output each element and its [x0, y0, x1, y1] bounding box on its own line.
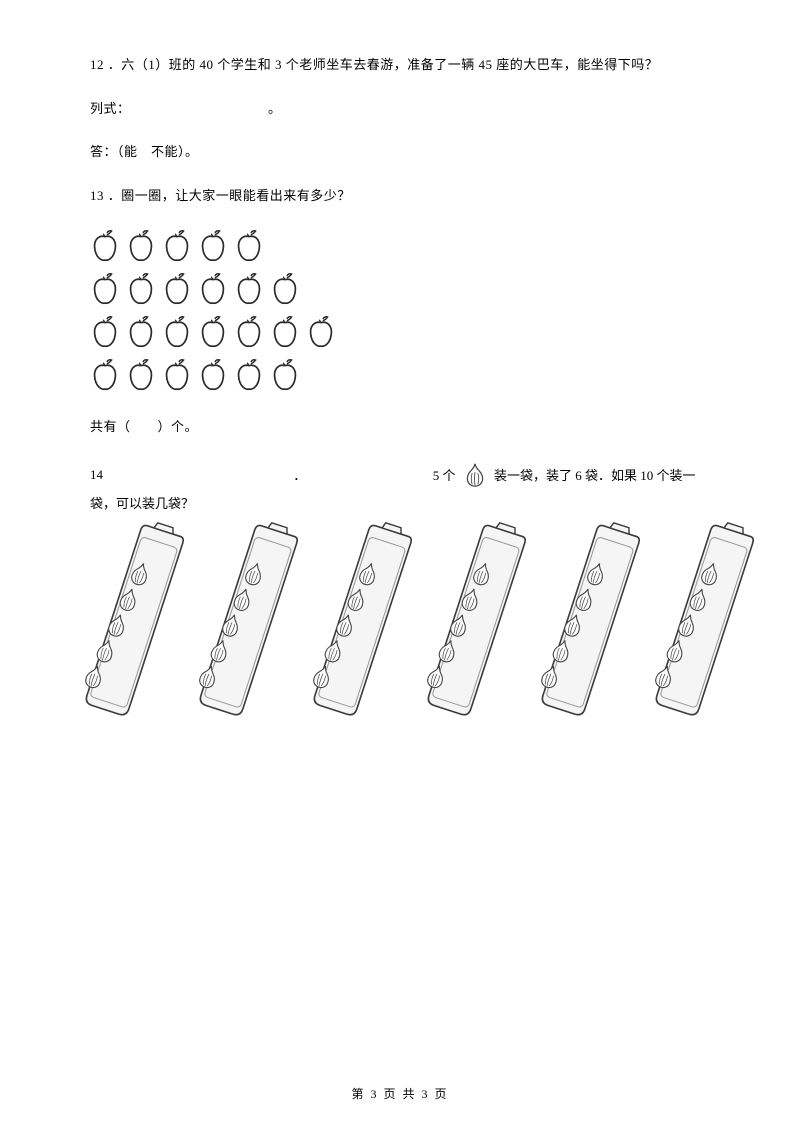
garlic-bag: [194, 518, 298, 743]
q13-summary: 共有（ ）个。: [90, 417, 710, 437]
q14-dot: ．: [293, 467, 306, 482]
apple-icon: [270, 272, 300, 311]
apple-icon: [198, 358, 228, 397]
apple-icon: [198, 272, 228, 311]
apple-icon: [270, 358, 300, 397]
q12-answer: 答：（能 不能）。: [90, 142, 710, 162]
q12-eq-end: 。: [268, 101, 282, 116]
apple-icon: [126, 358, 156, 397]
apple-icon: [162, 229, 192, 268]
q12-eq-label: 列式：: [90, 101, 131, 116]
page-footer: 第 3 页 共 3 页: [0, 1085, 800, 1102]
q14-text-a: 5 个: [433, 467, 456, 482]
q14-line: 14 ． 5 个 装一袋，装了 6 袋．如果 10 个装一袋，可以装几袋？: [90, 461, 710, 512]
garlic-bag: [536, 518, 640, 743]
apple-icon: [198, 229, 228, 268]
apple-icon: [90, 229, 120, 268]
apple-row: [90, 358, 710, 397]
q12-text: 12 ．六（1）班的 40 个学生和 3 个老师坐车去春游，准备了一辆 45 座…: [90, 55, 710, 75]
q12-equation: 列式： 。: [90, 99, 710, 119]
apple-icon: [234, 229, 264, 268]
q13-text: 13 ．圈一圈，让大家一眼能看出来有多少？: [90, 186, 710, 206]
apple-icon: [90, 272, 120, 311]
apple-icon: [162, 272, 192, 311]
apple-icon: [234, 272, 264, 311]
apple-row: [90, 272, 710, 311]
q14-prefix: 14: [90, 467, 290, 483]
garlic-bag: [650, 518, 754, 743]
apple-icon: [306, 315, 336, 354]
apple-icon: [126, 272, 156, 311]
q13-apples: [90, 229, 710, 397]
apple-icon: [234, 315, 264, 354]
apple-row: [90, 315, 710, 354]
apple-icon: [90, 315, 120, 354]
apple-icon: [126, 315, 156, 354]
apple-icon: [162, 315, 192, 354]
apple-icon: [162, 358, 192, 397]
garlic-bag: [422, 518, 526, 743]
apple-icon: [198, 315, 228, 354]
apple-row: [90, 229, 710, 268]
garlic-icon: [461, 461, 489, 493]
apple-icon: [234, 358, 264, 397]
apple-icon: [270, 315, 300, 354]
garlic-bag: [80, 518, 184, 743]
q14-bags: [80, 518, 710, 743]
apple-icon: [90, 358, 120, 397]
apple-icon: [126, 229, 156, 268]
garlic-bag: [308, 518, 412, 743]
